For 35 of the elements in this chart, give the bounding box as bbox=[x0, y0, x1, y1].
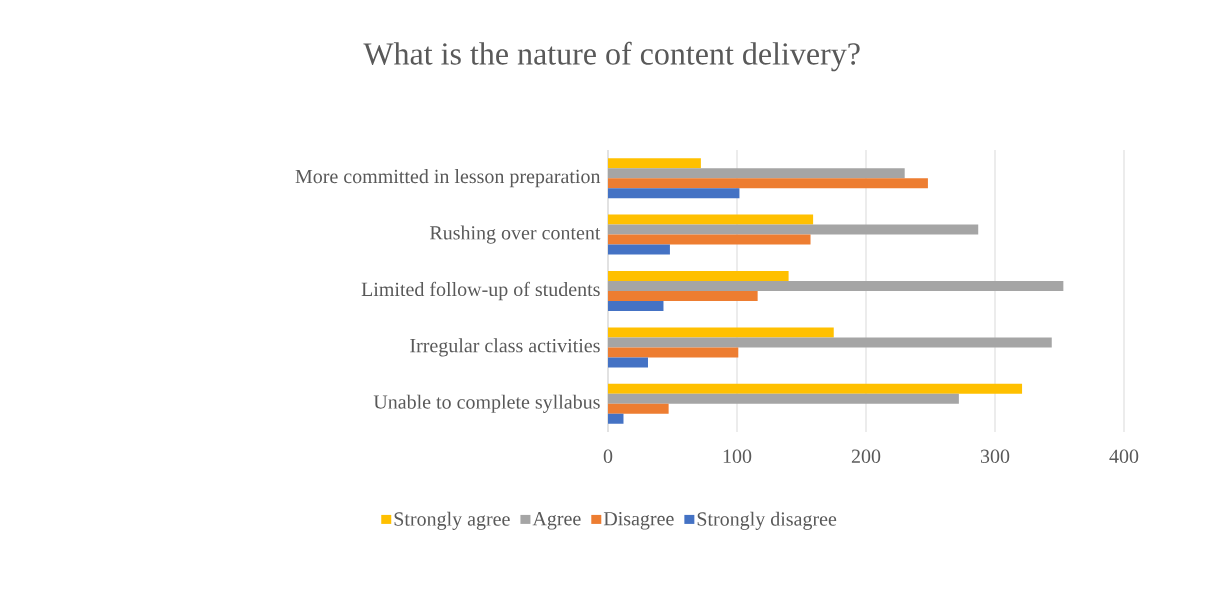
y-tick-label: Limited follow-up of students bbox=[361, 281, 600, 301]
chart-title: What is the nature of content delivery? bbox=[363, 41, 860, 72]
legend-label: Strongly agree bbox=[394, 511, 510, 530]
y-tick-label: Rushing over content bbox=[429, 225, 601, 244]
bar bbox=[608, 357, 648, 368]
bar bbox=[608, 347, 739, 358]
x-tick-label: 400 bbox=[1109, 449, 1139, 464]
bar bbox=[608, 337, 1052, 348]
legend-label: Agree bbox=[532, 512, 581, 530]
x-tick-label: 100 bbox=[723, 449, 752, 464]
y-tick-label: Irregular class activities bbox=[410, 338, 600, 357]
bar bbox=[608, 188, 740, 199]
bar bbox=[608, 403, 669, 414]
bar bbox=[608, 224, 979, 235]
x-tick-label: 200 bbox=[851, 449, 881, 464]
bar bbox=[608, 214, 814, 225]
x-tick-label: 0 bbox=[603, 449, 613, 464]
y-tick-label: More committed in lesson preparation bbox=[295, 169, 601, 188]
bar bbox=[608, 393, 959, 404]
legend-label: Strongly disagree bbox=[697, 511, 837, 530]
bar bbox=[608, 280, 1064, 291]
y-tick-label: Unable to complete syllabus bbox=[373, 394, 600, 413]
bar bbox=[608, 270, 789, 281]
bar bbox=[608, 300, 664, 311]
bar bbox=[608, 178, 928, 189]
legend-label: Disagree bbox=[603, 512, 674, 530]
bar bbox=[608, 168, 905, 179]
x-tick-label: 300 bbox=[980, 449, 1010, 464]
bar bbox=[608, 244, 670, 255]
bar bbox=[608, 413, 624, 424]
bar bbox=[608, 234, 811, 245]
bar bbox=[608, 383, 1023, 394]
bar bbox=[608, 327, 834, 338]
bar bbox=[608, 290, 758, 301]
bar bbox=[608, 158, 701, 169]
